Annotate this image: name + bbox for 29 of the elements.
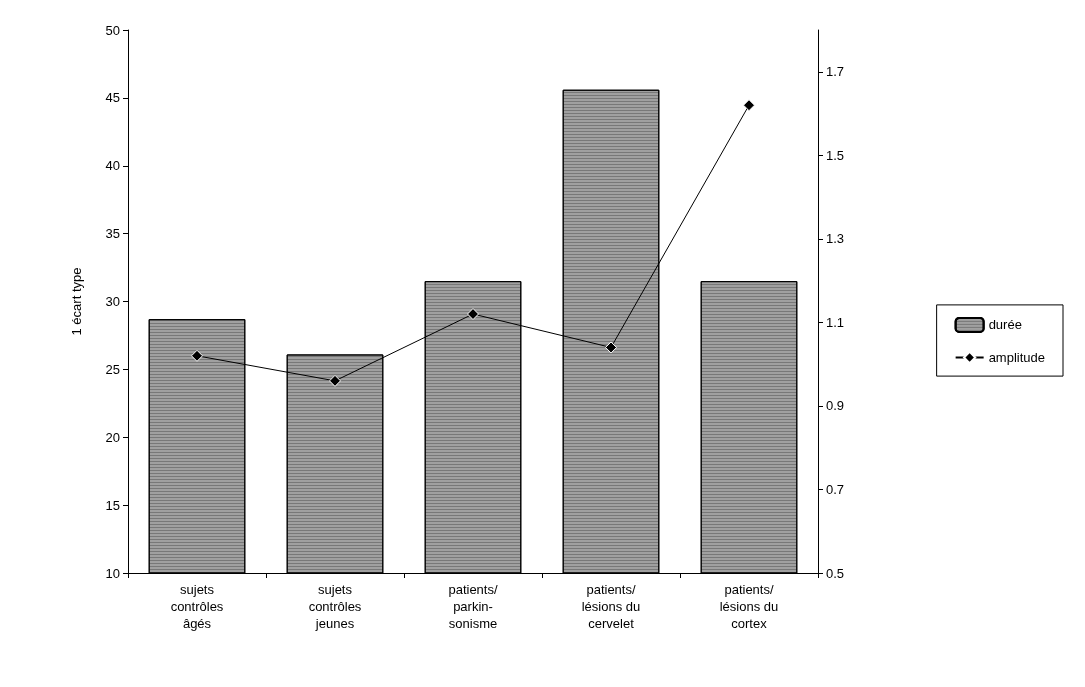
y-tick-label: 45 [105,90,120,106]
y-tick-label: 40 [105,158,120,174]
y2-tick-label: 0.7 [826,481,845,497]
point [191,349,203,362]
y2-tick-label: 1.5 [826,147,845,163]
x-tick-label: patients/ lésions du cervelet [581,582,641,631]
point [743,99,755,112]
y2-tick-label: 0.5 [826,565,845,581]
y-tick-label: 50 [105,22,120,38]
y-tick-label: 20 [105,429,120,445]
y-tick-label: 25 [105,361,120,377]
x-tick-label: patients/ parkin- sonisme [448,582,498,631]
legend-label: amplitude [988,350,1046,365]
x-tick-label: sujets contrôles âgés [170,582,224,631]
y2-tick-label: 1.1 [826,314,845,330]
point [605,341,617,354]
y2-tick-label: 1.3 [826,231,845,247]
x-tick-label: sujets contrôles jeunes [308,582,362,631]
y-axis-title: 1 écart type [69,267,84,336]
y-tick-label: 10 [105,565,120,581]
y2-tick-label: 1.7 [826,64,845,80]
y-tick-label: 30 [105,294,120,309]
legend-label: durée [988,317,1022,333]
y2-tick-label: 0.9 [826,398,845,414]
x-tick-label: patients/ lésions du cortex [719,582,779,631]
point [467,308,479,321]
y-tick-label: 15 [105,497,120,513]
y-tick-label: 35 [105,226,120,242]
point [329,374,341,387]
